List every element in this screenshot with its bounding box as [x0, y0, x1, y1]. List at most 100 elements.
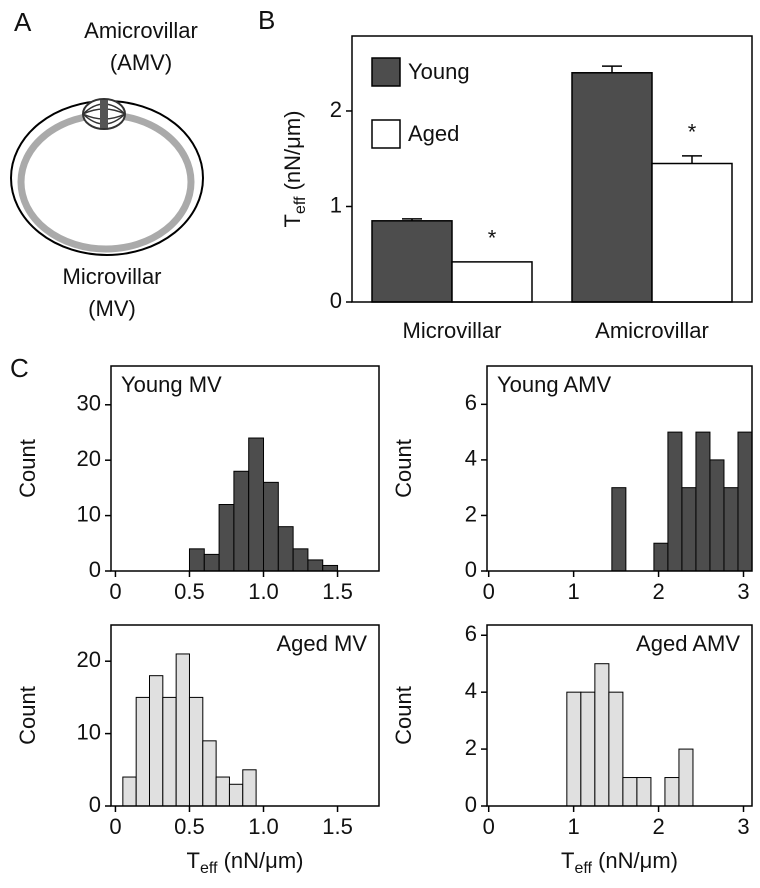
histogram-bar — [292, 548, 309, 572]
chromosomes — [100, 100, 108, 128]
x-tick-label: 0.5 — [174, 814, 205, 839]
y-tick-label: 2 — [330, 97, 342, 122]
legend-label: Aged — [408, 121, 459, 146]
x-tick-label: 1.5 — [322, 579, 353, 604]
panel-label: B — [258, 5, 275, 35]
histogram-bar — [681, 487, 697, 572]
y-tick-label: 20 — [77, 647, 101, 672]
y-tick-label: 30 — [77, 391, 101, 416]
legend-label: Young — [408, 59, 470, 84]
axis-title: Teff (nN/μm) — [187, 848, 304, 877]
y-tick-label: 1 — [330, 192, 342, 217]
axis-title-part: (nN/μm) — [280, 111, 305, 197]
x-tick-label: 0.5 — [174, 579, 205, 604]
panel-title: Young MV — [121, 372, 222, 397]
y-tick-label: 0 — [330, 288, 342, 313]
axis-title: Count — [391, 439, 416, 498]
significance-mark: * — [688, 120, 697, 145]
bar — [651, 162, 733, 303]
x-tick-label: 3 — [737, 579, 749, 604]
bar — [571, 72, 653, 303]
histogram-bar — [664, 777, 680, 807]
axis-title: Teff (nN/μm) — [280, 111, 309, 228]
x-tick-label: 0 — [109, 579, 121, 604]
panel-label: C — [10, 353, 29, 383]
y-tick-label: 2 — [465, 735, 477, 760]
bar — [371, 220, 453, 303]
panel-title: Aged MV — [277, 631, 368, 656]
bar — [451, 261, 533, 303]
legend-swatch — [371, 57, 401, 87]
plot-frame — [486, 624, 753, 807]
histogram-bar — [594, 663, 610, 807]
histogram-bar — [737, 431, 753, 572]
histogram-bar — [566, 691, 582, 807]
panel-title: Aged AMV — [636, 631, 740, 656]
diagram-label: (AMV) — [110, 50, 172, 75]
histogram-bar — [218, 504, 235, 572]
y-tick-label: 0 — [465, 557, 477, 582]
histogram-bar — [215, 776, 230, 807]
plot-frame — [351, 35, 753, 303]
histogram-bar — [709, 459, 725, 572]
histogram-bar — [148, 675, 164, 807]
axis-title: Teff (nN/μm) — [561, 848, 678, 877]
histogram-bar — [135, 696, 150, 807]
diagram-label: Amicrovillar — [84, 18, 198, 43]
histogram-bar — [228, 783, 244, 807]
y-tick-label: 0 — [465, 792, 477, 817]
x-tick-label: 1.0 — [248, 579, 279, 604]
axis-title-part: (nN/μm) — [592, 848, 678, 873]
x-tick-label: 1.0 — [248, 814, 279, 839]
axis-title: Count — [15, 686, 40, 745]
histogram-bar — [233, 470, 250, 572]
histogram-bar — [277, 526, 294, 572]
plot-frame — [110, 365, 380, 572]
y-tick-label: 6 — [465, 621, 477, 646]
histogram-bar — [636, 777, 652, 807]
x-tick-label: 0 — [109, 814, 121, 839]
x-tick-label: Microvillar — [403, 318, 502, 343]
cell-diagram — [10, 98, 204, 256]
plot-frame — [486, 365, 753, 572]
y-tick-label: 4 — [465, 678, 477, 703]
y-tick-label: 4 — [465, 446, 477, 471]
histogram-bar — [622, 777, 638, 807]
histogram-bar — [695, 431, 711, 572]
histogram-bar — [723, 487, 739, 572]
histogram-bar — [162, 696, 177, 807]
histogram-bar — [202, 740, 217, 807]
histogram-bar — [248, 437, 265, 572]
axis-title-part: (nN/μm) — [217, 848, 303, 873]
x-tick-label: 0 — [483, 579, 495, 604]
legend-swatch — [371, 119, 401, 149]
histogram-bar — [678, 748, 694, 807]
axis-title-sub: eff — [574, 860, 592, 877]
histogram-bar — [242, 769, 257, 807]
x-tick-label: 1 — [568, 814, 580, 839]
x-tick-label: 3 — [737, 814, 749, 839]
x-tick-label: 2 — [652, 814, 664, 839]
histogram-bar — [188, 696, 204, 807]
y-tick-label: 10 — [77, 501, 101, 526]
histogram-bar — [580, 691, 596, 807]
axis-title-part: T — [280, 214, 305, 227]
x-tick-label: 1 — [568, 579, 580, 604]
x-tick-label: Amicrovillar — [595, 318, 709, 343]
plot-frame — [110, 624, 380, 807]
histogram-bar — [263, 481, 279, 572]
y-tick-label: 0 — [89, 792, 101, 817]
y-tick-label: 2 — [465, 501, 477, 526]
histogram-bar — [667, 431, 683, 572]
diagram-label: (MV) — [88, 296, 136, 321]
histogram-bar — [608, 691, 624, 807]
histogram-bar — [322, 564, 339, 572]
significance-mark: * — [488, 226, 497, 251]
histogram-bar — [611, 487, 627, 572]
axis-title-part: T — [561, 848, 574, 873]
histogram-bar — [203, 553, 220, 572]
axis-title-part: T — [187, 848, 200, 873]
histogram-bar — [653, 542, 669, 572]
histogram-bar — [175, 653, 190, 807]
histogram-bar — [188, 548, 205, 572]
